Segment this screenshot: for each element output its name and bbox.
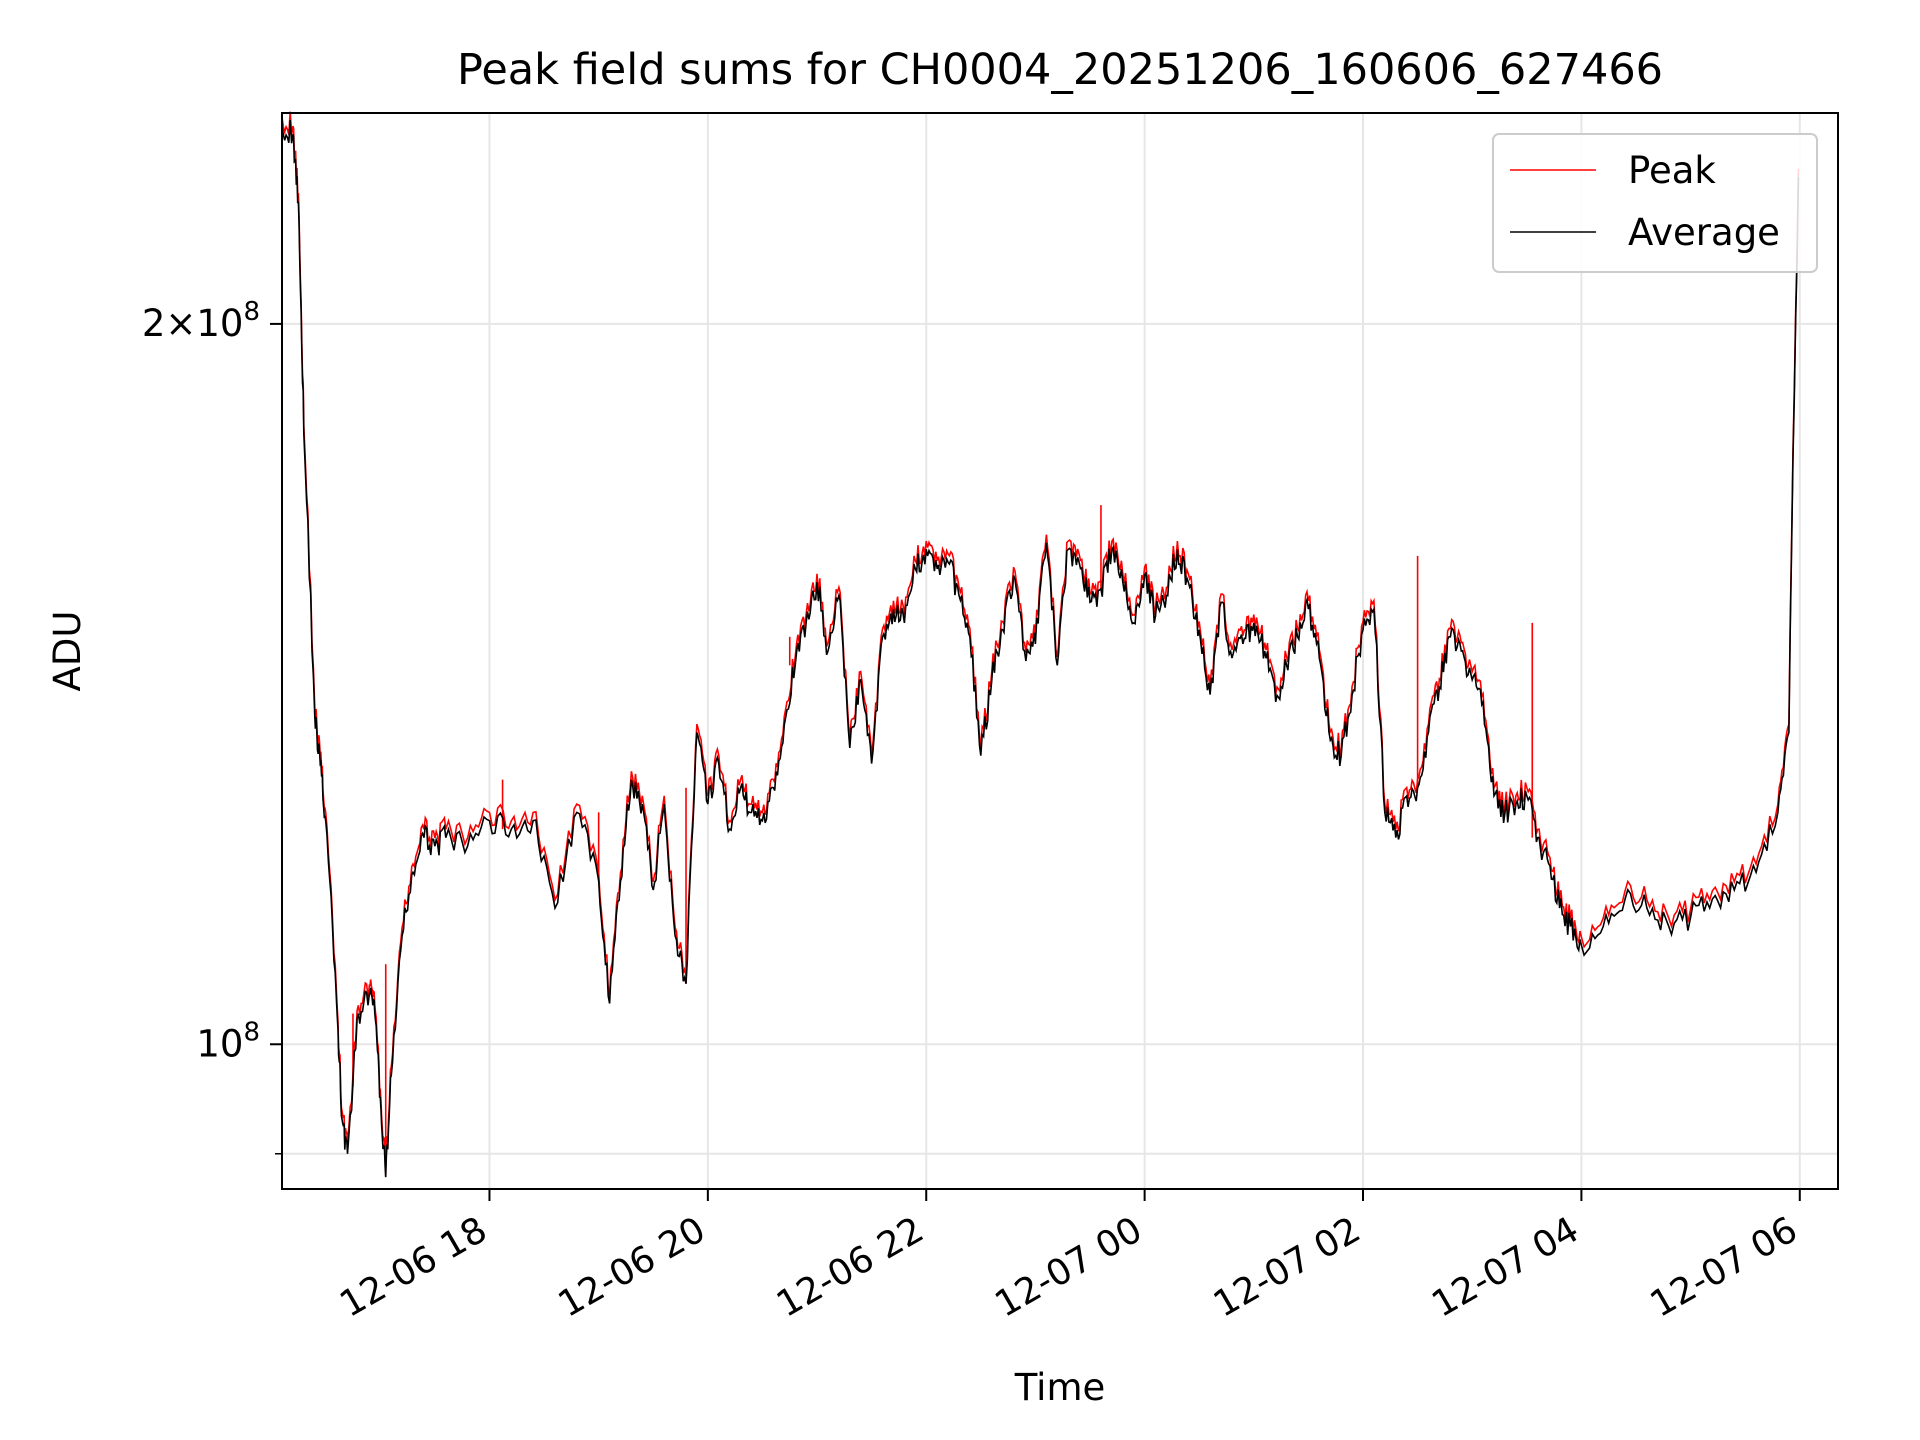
legend: Peak Average (1492, 133, 1818, 273)
series-average-line (281, 119, 1800, 1178)
chart-title: Peak field sums for CH0004_20251206_1606… (457, 45, 1663, 95)
plot-frame (281, 112, 1839, 1190)
y-axis-label: ADU (46, 611, 89, 692)
y-tick-label: 2×108 (142, 297, 260, 345)
legend-box (1492, 133, 1818, 273)
series-peak-line (281, 111, 1800, 1169)
gridlines (282, 113, 1838, 1189)
y-tick-label: 108 (196, 1017, 260, 1065)
legend-average-label: Average (1628, 211, 1780, 254)
y-axis: 108 2×108 (142, 297, 282, 1155)
legend-peak-label: Peak (1628, 149, 1716, 192)
x-axis-label: Time (1014, 1366, 1106, 1409)
series-group (281, 111, 1800, 1178)
